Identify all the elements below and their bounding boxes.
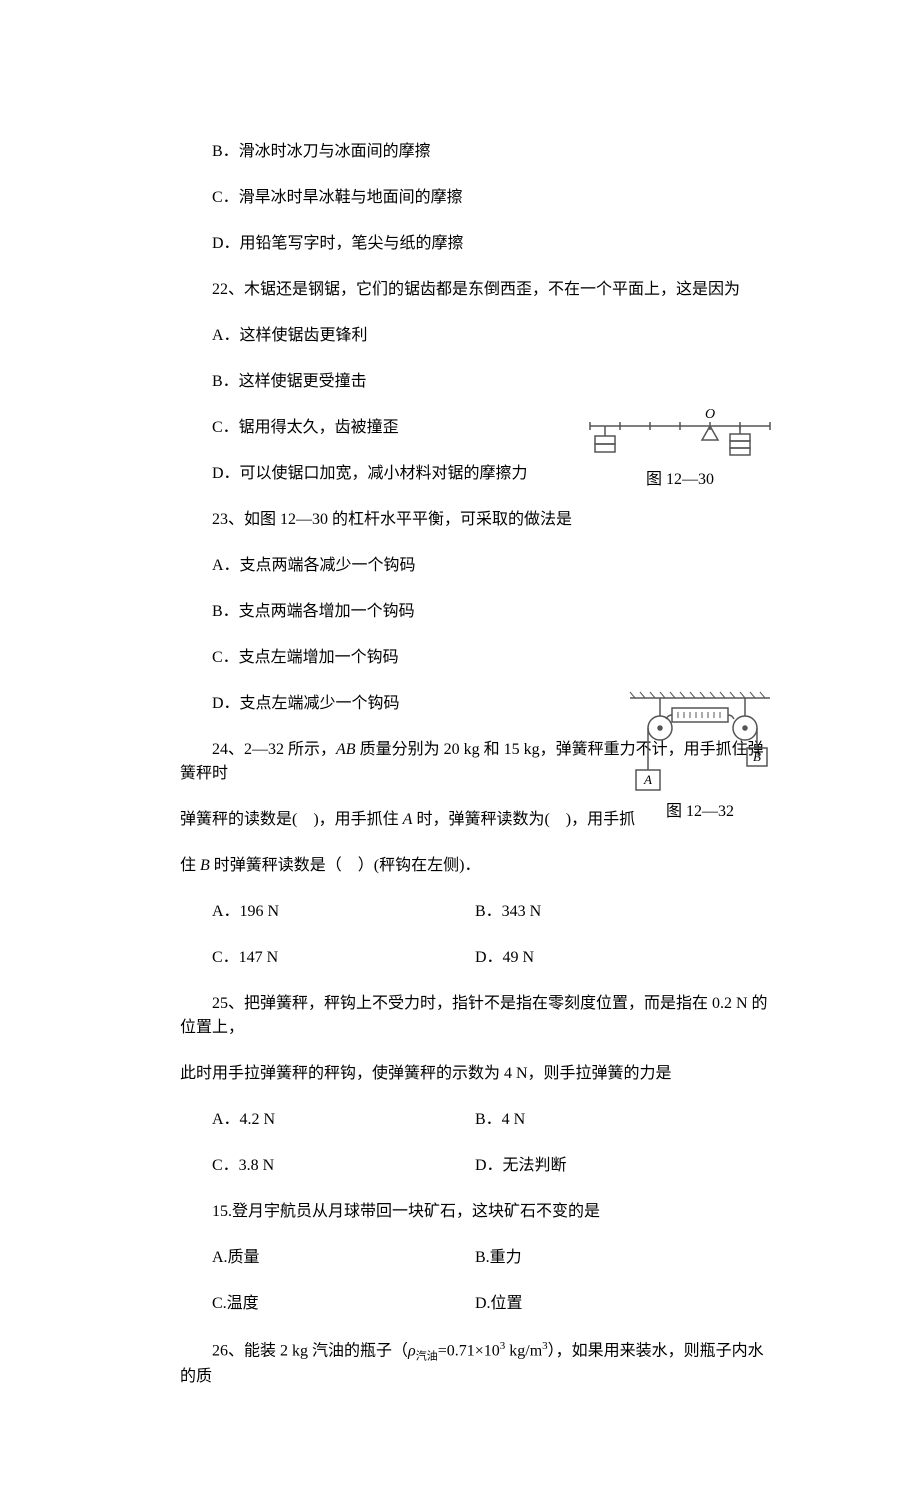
option-24b: B．343 N bbox=[475, 900, 770, 924]
figure-12-32-caption: 图 12—32 bbox=[610, 800, 790, 824]
q26-sub: 汽油 bbox=[416, 1351, 438, 1363]
q24-part6: 时弹簧秤读数是（ ）(秤钩在左侧)． bbox=[210, 857, 481, 874]
figure-12-30: O 图 12—30 bbox=[580, 406, 780, 492]
option-23a: A．支点两端各减少一个钩码 bbox=[180, 554, 770, 578]
q26-part1: 26、能装 2 kg 汽油的瓶子（ bbox=[212, 1342, 408, 1359]
option-24d: D．49 N bbox=[475, 946, 770, 970]
option-21b: B．滑冰时冰刀与冰面间的摩擦 bbox=[180, 140, 770, 164]
figure-12-32-svg: A B bbox=[610, 688, 790, 798]
q26-rho: ρ bbox=[408, 1342, 416, 1359]
question-26: 26、能装 2 kg 汽油的瓶子（ρ汽油=0.71×103 kg/m3），如果用… bbox=[180, 1338, 770, 1389]
q24-part5: 住 bbox=[180, 857, 200, 874]
question-23: 23、如图 12—30 的杠杆水平平衡，可采取的做法是 bbox=[180, 508, 770, 532]
option-15a: A.质量 bbox=[180, 1246, 475, 1270]
option-25c: C．3.8 N bbox=[180, 1154, 475, 1178]
figure-12-32: A B 图 12—32 bbox=[610, 688, 790, 824]
question-15: 15.登月宇航员从月球带回一块矿石，这块矿石不变的是 bbox=[180, 1200, 770, 1224]
q24-b-label: B bbox=[200, 857, 210, 874]
option-24a: A．196 N bbox=[180, 900, 475, 924]
option-15b: B.重力 bbox=[475, 1246, 770, 1270]
option-24c: C．147 N bbox=[180, 946, 475, 970]
options-24-row2: C．147 N D．49 N bbox=[180, 946, 770, 970]
option-23b: B．支点两端各增加一个钩码 bbox=[180, 600, 770, 624]
options-25-row1: A．4.2 N B．4 N bbox=[180, 1108, 770, 1132]
question-25-line2: 此时用手拉弹簧秤的秤钩，使弹簧秤的示数为 4 N，则手拉弹簧的力是 bbox=[180, 1062, 770, 1086]
option-25a: A．4.2 N bbox=[180, 1108, 475, 1132]
question-22: 22、木锯还是钢锯，它们的锯齿都是东倒西歪，不在一个平面上，这是因为 bbox=[180, 278, 770, 302]
option-22a: A．这样使锯齿更锋利 bbox=[180, 324, 770, 348]
svg-text:A: A bbox=[643, 772, 652, 787]
options-15-row2: C.温度 D.位置 bbox=[180, 1292, 770, 1316]
option-25d: D．无法判断 bbox=[475, 1154, 770, 1178]
question-25-line1: 25、把弹簧秤，秤钩上不受力时，指针不是指在零刻度位置，而是指在 0.2 N 的… bbox=[180, 992, 770, 1040]
options-15-row1: A.质量 B.重力 bbox=[180, 1246, 770, 1270]
q26-part2: =0.71×10 bbox=[438, 1342, 500, 1359]
q26-part3: kg/m bbox=[505, 1342, 542, 1359]
figure-12-30-svg: O bbox=[580, 406, 780, 466]
q24-part3: 弹簧秤的读数是( )，用手抓住 bbox=[180, 811, 403, 828]
option-15d: D.位置 bbox=[475, 1292, 770, 1316]
option-22b: B．这样使锯更受撞击 bbox=[180, 370, 770, 394]
q24-ab: AB bbox=[336, 741, 356, 758]
question-24-line3: 住 B 时弹簧秤读数是（ ）(秤钩在左侧)． bbox=[180, 854, 770, 878]
option-21c: C．滑旱冰时旱冰鞋与地面间的摩擦 bbox=[180, 186, 770, 210]
option-21d: D．用铅笔写字时，笔尖与纸的摩擦 bbox=[180, 232, 770, 256]
q24-part4: 时，弹簧秤读数为( )，用手抓 bbox=[412, 811, 635, 828]
svg-text:B: B bbox=[753, 749, 761, 764]
option-15c: C.温度 bbox=[180, 1292, 475, 1316]
options-25-row2: C．3.8 N D．无法判断 bbox=[180, 1154, 770, 1178]
svg-text:O: O bbox=[705, 407, 715, 422]
figure-12-30-caption: 图 12—30 bbox=[580, 468, 780, 492]
option-23c: C．支点左端增加一个钩码 bbox=[180, 646, 770, 670]
q24-a-label: A bbox=[403, 811, 413, 828]
option-25b: B．4 N bbox=[475, 1108, 770, 1132]
options-24-row1: A．196 N B．343 N bbox=[180, 900, 770, 924]
q24-part1: 24、2—32 所示， bbox=[212, 741, 336, 758]
document-page: O 图 12—30 bbox=[0, 0, 920, 1511]
